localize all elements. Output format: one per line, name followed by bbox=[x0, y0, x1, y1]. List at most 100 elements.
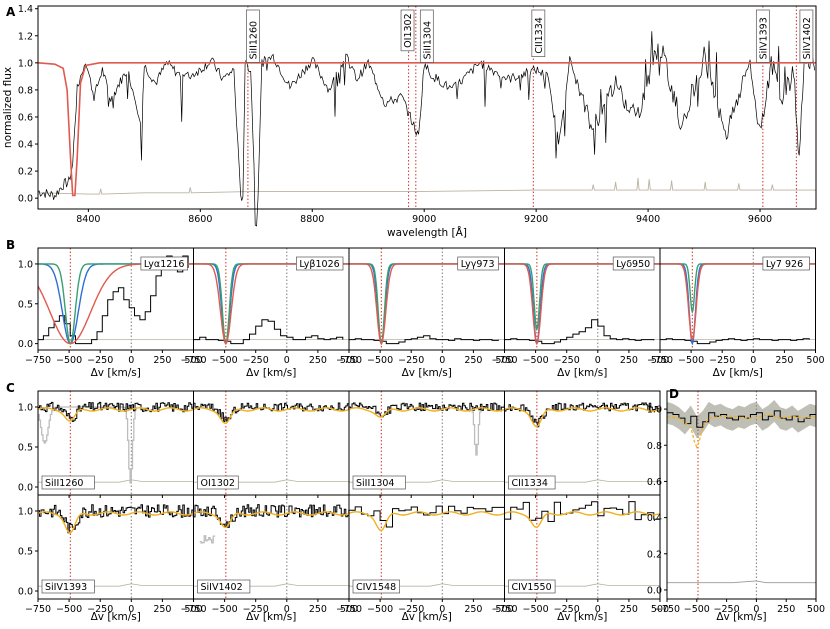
y-tick-label: 0.5 bbox=[18, 547, 33, 558]
subpanel-label-text: Ly7 926 bbox=[766, 259, 803, 270]
x-tick-label: 500 bbox=[184, 355, 202, 366]
label-box bbox=[400, 9, 415, 52]
model-line bbox=[37, 407, 194, 422]
y-tick-label: 0.0 bbox=[18, 194, 33, 205]
label-box bbox=[246, 9, 260, 63]
y-tick-label: 0.2 bbox=[18, 167, 33, 178]
x-tick-label: −750 bbox=[491, 355, 517, 366]
subpanel-label-text: SiII1304 bbox=[356, 478, 394, 489]
x-tick-label: −250 bbox=[87, 604, 113, 615]
masked-flux bbox=[38, 406, 137, 484]
y-tick-label: 0.0 bbox=[647, 585, 662, 596]
y-tick-label: 0.5 bbox=[18, 443, 33, 454]
annotation-cii1334-text: CII1334 bbox=[534, 17, 545, 53]
x-tick-label: 500 bbox=[651, 604, 669, 615]
model-spectrum bbox=[37, 61, 816, 197]
subpanel-label: SiII1260 bbox=[41, 475, 95, 490]
panel-c-sub-2: SiII1304 bbox=[348, 390, 505, 498]
subpanel-label: SiIV1393 bbox=[41, 579, 95, 594]
panel-b-sub-4: −750 −500 −250 0 250 500 Ly7 926 Δv [km/s] bbox=[647, 247, 825, 379]
panel-c-letter: C bbox=[6, 381, 15, 395]
x-tick-label: −250 bbox=[87, 355, 113, 366]
y-tick-label: 0.0 bbox=[18, 483, 33, 494]
stack-band bbox=[667, 400, 816, 438]
panel-b-xlabel: Δv [km/s] bbox=[246, 367, 296, 379]
x-tick-label: −250 bbox=[714, 604, 740, 615]
annotation-siiv1393: SiIV1393 bbox=[755, 9, 770, 63]
label-box bbox=[508, 475, 556, 490]
x-tick-label: −250 bbox=[398, 355, 424, 366]
subpanel-label-text: Lyα1216 bbox=[144, 259, 184, 270]
x-tick-label: 0 bbox=[128, 355, 134, 366]
label-box bbox=[419, 9, 434, 63]
subpanel-label-text: Lyβ1026 bbox=[299, 259, 339, 270]
x-tick-label: 250 bbox=[464, 604, 482, 615]
y-tick-label: 0.0 bbox=[18, 587, 33, 598]
subpanel-label: OI1302 bbox=[197, 475, 239, 490]
panel-b-frame bbox=[659, 247, 816, 351]
y-tick-label: 1.4 bbox=[18, 4, 33, 15]
annotation-siiv1393-text: SiIV1393 bbox=[758, 17, 769, 59]
y-tick-label: 1.2 bbox=[18, 31, 33, 42]
y-tick-label: 0.8 bbox=[18, 85, 33, 96]
panel-c-sub-0: 0.0 0.5 1.0 SiII1260 bbox=[18, 390, 194, 498]
label-box bbox=[197, 579, 251, 594]
flux-step bbox=[193, 504, 350, 528]
label-box bbox=[296, 256, 344, 271]
panel-a-frame bbox=[37, 5, 817, 210]
panel-a-ylabel: normalized flux bbox=[2, 67, 14, 148]
x-tick-label: 250 bbox=[777, 604, 795, 615]
panel-a: A 8400 8600 8800 9000 9200 9400 9600 0.0 0.2 0.4 0.… bbox=[2, 4, 817, 239]
panel-b-sub-2: −750 −500 −250 0 250 500 Lyγ973 Δv [km/s] bbox=[336, 247, 514, 379]
label-box bbox=[41, 475, 95, 490]
x-tick-label: 8800 bbox=[300, 214, 324, 225]
x-tick-label: 0 bbox=[439, 355, 445, 366]
flux-step bbox=[193, 402, 350, 422]
x-tick-label: −750 bbox=[336, 355, 362, 366]
x-tick-label: −750 bbox=[25, 604, 51, 615]
x-tick-label: 0 bbox=[284, 355, 290, 366]
error-line bbox=[504, 583, 660, 587]
x-tick-label: 0 bbox=[595, 604, 601, 615]
y-tick-label: 0.4 bbox=[647, 513, 662, 524]
flux-step bbox=[504, 319, 655, 345]
x-tick-label: 0 bbox=[128, 604, 134, 615]
panel-c-xlabel: Δv [km/s] bbox=[402, 611, 452, 623]
panel-c-sub-3: CII1334 bbox=[504, 390, 661, 498]
model-2 bbox=[349, 263, 505, 345]
x-tick-label: −500 bbox=[684, 604, 710, 615]
label-box bbox=[531, 9, 546, 57]
error-line bbox=[667, 580, 816, 584]
label-box bbox=[762, 256, 810, 271]
x-tick-label: 250 bbox=[153, 355, 171, 366]
error-line bbox=[349, 583, 505, 587]
y-tick-label: 0.6 bbox=[18, 112, 33, 123]
annotation-cii1334: CII1334 bbox=[531, 9, 546, 57]
x-tick-label: −750 bbox=[180, 355, 206, 366]
subpanel-label-text: CII1334 bbox=[512, 478, 548, 489]
x-tick-label: 500 bbox=[807, 604, 825, 615]
panel-c-sub-4: −750 −500 −250 0 250 500 0.0 0.5 1.0 SiIV1393 Δv [… bbox=[18, 494, 203, 623]
masked-flux bbox=[470, 407, 482, 456]
panel-a-letter: A bbox=[6, 5, 16, 19]
subpanel-label-text: Lyδ950 bbox=[616, 259, 650, 270]
panel-b: B −750 −500 −250 0 250 500 0.0 0.5 1.0 Lyα1216 Δv [… bbox=[6, 238, 825, 379]
panel-b-xlabel: Δv [km/s] bbox=[557, 367, 607, 379]
x-tick-label: −500 bbox=[523, 604, 549, 615]
label-box bbox=[508, 579, 556, 594]
x-tick-label: 500 bbox=[184, 604, 202, 615]
annotation-siii1304-text: SiII1304 bbox=[422, 21, 433, 59]
panel-c-xlabel: Δv [km/s] bbox=[246, 611, 296, 623]
x-tick-label: 500 bbox=[806, 355, 824, 366]
panel-c-frame bbox=[504, 494, 661, 600]
label-box bbox=[352, 579, 400, 594]
model-line bbox=[348, 407, 505, 418]
label-box bbox=[41, 579, 95, 594]
y-tick-label: 1.0 bbox=[18, 58, 33, 69]
model-2 bbox=[660, 263, 816, 341]
panel-b-sub-3: −750 −500 −250 0 250 500 Lyδ950 Δv [km/s] bbox=[491, 247, 669, 379]
subpanel-label: CIV1548 bbox=[352, 579, 400, 594]
label-box bbox=[799, 9, 814, 63]
panel-b-xlabel: Δv [km/s] bbox=[713, 367, 763, 379]
model-1 bbox=[660, 263, 816, 314]
